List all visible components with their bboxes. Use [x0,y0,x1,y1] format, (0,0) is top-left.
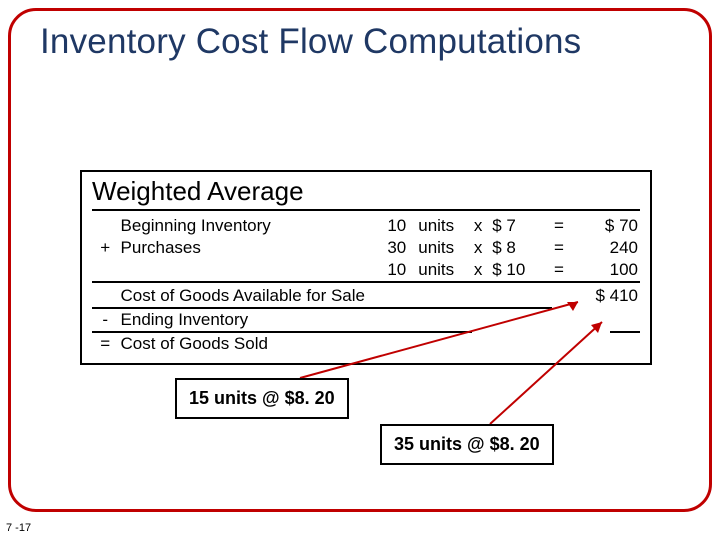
arrow-to-cogs [0,0,720,540]
slide: Inventory Cost Flow Computations Weighte… [0,0,720,540]
ending-inventory-callout: 15 units @ $8. 20 [175,378,349,419]
page-number: 7 -17 [6,522,31,534]
cogs-callout: 35 units @ $8. 20 [380,424,554,465]
